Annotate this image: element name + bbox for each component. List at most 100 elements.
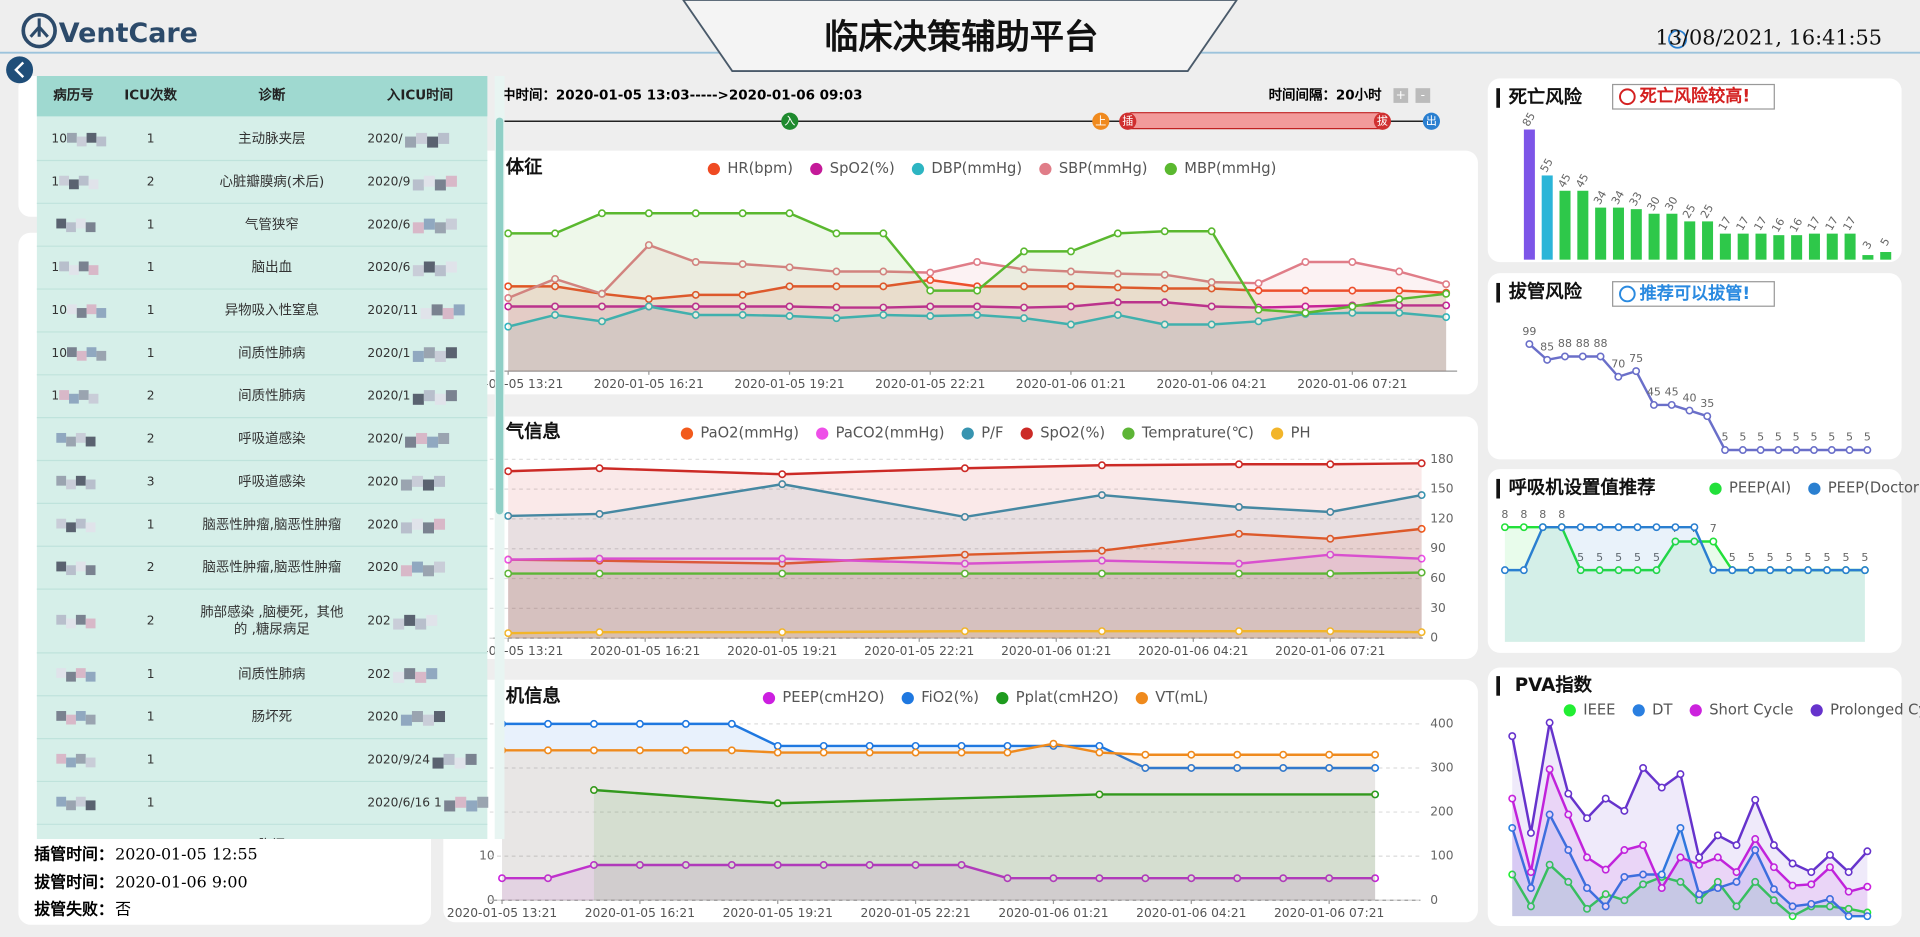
zoom-button[interactable] <box>1415 88 1431 103</box>
point <box>1442 280 1451 289</box>
point <box>773 741 782 750</box>
point <box>1097 627 1106 636</box>
marker[interactable] <box>1373 112 1392 130</box>
point <box>1500 523 1509 532</box>
value-label: 45 <box>1647 386 1661 399</box>
badge-text: 推荐可以拔管! <box>1640 283 1751 304</box>
point <box>1564 846 1573 855</box>
marker[interactable] <box>1092 112 1110 130</box>
value-label: 7 <box>1710 522 1717 535</box>
point <box>1620 806 1629 815</box>
point <box>1500 566 1509 575</box>
column-header: 入ICU时间 <box>387 87 453 104</box>
marker[interactable] <box>1422 112 1440 130</box>
legend-label: HR(bpm) <box>727 160 793 177</box>
point <box>1751 795 1760 804</box>
value-label: 17 <box>1751 214 1769 233</box>
chart-panel <box>443 150 1478 395</box>
point <box>1713 884 1722 892</box>
point <box>595 509 604 518</box>
mosaic <box>56 218 67 229</box>
mosaic <box>85 479 96 490</box>
point <box>589 786 598 795</box>
icu-count: 2 <box>147 174 155 188</box>
scroll-thumb <box>495 117 504 515</box>
bar <box>1826 233 1838 260</box>
y-tick-label: 100 <box>1430 849 1453 863</box>
point <box>1751 846 1760 855</box>
point <box>785 263 794 272</box>
icu-time: 2020 <box>367 710 398 724</box>
point <box>1095 748 1104 757</box>
legend-label: VT(mL) <box>1155 689 1208 706</box>
x-tick-label: 2020-01-06 01:21 <box>1016 377 1126 391</box>
marker[interactable] <box>1119 112 1137 130</box>
icu-count: 1 <box>147 260 155 274</box>
point <box>1097 546 1106 555</box>
icu-time: 2020/ <box>367 132 403 146</box>
point <box>1614 566 1623 575</box>
legend-label: SpO2(%) <box>1040 425 1105 442</box>
point <box>1254 317 1263 326</box>
icu-count: 1 <box>147 795 155 809</box>
mosaic <box>423 175 435 187</box>
legend-swatch <box>1164 162 1177 176</box>
value-label: 45 <box>1665 386 1679 399</box>
point <box>957 741 966 750</box>
zoom-button[interactable] <box>1393 88 1409 103</box>
legend-swatch <box>1632 704 1645 717</box>
point <box>738 260 747 269</box>
value-label: 16 <box>1787 216 1805 235</box>
value-label: 17 <box>1841 214 1859 233</box>
point <box>1844 904 1853 913</box>
mosaic <box>426 614 438 626</box>
point <box>957 748 966 757</box>
y-tick-label: 30 <box>1430 601 1446 615</box>
point <box>926 302 935 311</box>
bar <box>1630 209 1642 260</box>
point <box>832 229 841 238</box>
back-button[interactable] <box>6 56 34 84</box>
point <box>589 719 598 728</box>
area <box>508 528 1422 639</box>
point <box>738 290 747 299</box>
point <box>738 209 747 218</box>
mosaic <box>427 136 439 148</box>
point <box>1825 863 1834 872</box>
intubation-range[interactable] <box>1127 112 1384 130</box>
icu-count: 2 <box>147 560 155 574</box>
mosaic <box>431 304 443 316</box>
point <box>595 569 604 578</box>
point <box>1233 874 1242 883</box>
value-label: 17 <box>1805 214 1823 233</box>
zoom-out[interactable]: - <box>1421 88 1425 102</box>
point <box>644 241 653 250</box>
point <box>551 274 560 283</box>
mosaic <box>445 261 457 273</box>
mosaic <box>78 261 89 272</box>
mosaic <box>423 347 435 359</box>
point <box>1371 763 1380 772</box>
mosaic <box>411 711 423 723</box>
marker-label: 插 <box>1122 113 1133 127</box>
point <box>1326 507 1335 516</box>
legend-label: Prolonged Cycle <box>1830 701 1920 718</box>
value-label: 8 <box>1539 508 1546 521</box>
point <box>1526 828 1535 837</box>
point <box>773 860 782 869</box>
legend-label: PEEP(Doctor) <box>1828 480 1920 497</box>
mosaic <box>393 618 405 630</box>
point <box>1020 247 1029 256</box>
marker[interactable] <box>781 112 799 130</box>
record-id: 1 <box>51 174 59 188</box>
x-tick-label: 2020-01-06 07:21 <box>1275 644 1385 658</box>
point <box>879 267 888 276</box>
diagnosis: 脑恶性肿瘤,脑恶性肿瘤 <box>202 516 341 533</box>
mosaic <box>96 308 107 318</box>
point <box>1113 310 1122 319</box>
zoom-in[interactable]: + <box>1396 88 1406 102</box>
mosaic <box>412 393 424 405</box>
mosaic <box>423 390 435 402</box>
area <box>502 864 1376 901</box>
point <box>1234 460 1243 469</box>
